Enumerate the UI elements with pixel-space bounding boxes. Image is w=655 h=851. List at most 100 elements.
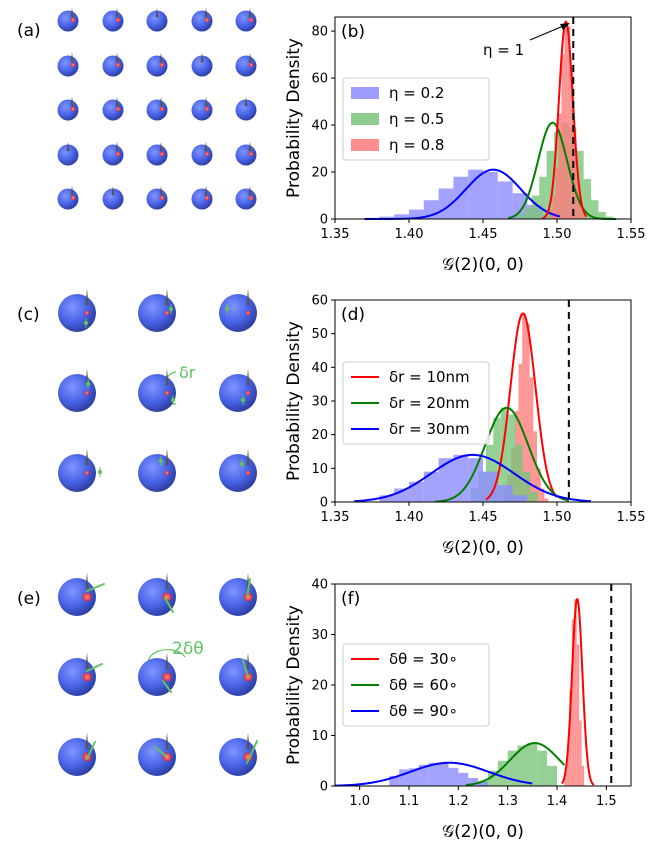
nanosphere-e-1-1 [138,652,176,696]
dipole-arrow-icon [115,96,119,107]
nanosphere-a-3-2 [146,141,168,166]
chart-b-bar-s0-3 [409,209,424,219]
chart-b-bar-s1-10 [591,200,599,219]
dipole-arrow-icon [204,7,208,18]
dipole-arrow-icon [204,96,208,107]
chart-d-xtick-label-1: 1.40 [395,510,424,525]
chart-f-bar-s0-3 [571,619,575,786]
chart-f-bar-s0-2 [569,690,572,786]
nanosphere-a-1-3 [191,52,213,77]
nanosphere-icon [219,374,257,412]
chart-b-curve-1 [507,121,617,220]
chart-b-bar-s1-0 [517,214,525,219]
nanosphere-a-2-3 [191,96,213,121]
dipole-arrow-icon [85,572,89,590]
chart-d-ytick-label-0: 0 [320,496,328,511]
chart-b-bar-s0-1 [379,216,395,219]
nanosphere-icon [219,294,257,332]
chart-b-bar-s1-4 [546,150,555,219]
lattice-c: δr [58,288,257,492]
emitter-dot-icon [70,62,76,68]
nanosphere-icon [57,144,79,166]
nanosphere-e-0-1 [138,572,176,616]
chart-f-bar-s0-6 [579,720,582,786]
chart-d-fit-curves [354,312,592,503]
nanosphere-icon [191,144,213,166]
emitter-dot-icon [204,106,210,112]
nanosphere-icon [138,454,176,492]
emitter-dot-icon [164,310,170,316]
chart-d-curve-2 [354,453,592,503]
nanosphere-icon [235,144,257,166]
emitter-dot-icon [245,390,251,396]
chart-f-bar-s2-0 [389,775,400,786]
chart-b-xtick-label-0: 1.35 [321,227,350,242]
chart-d-bar-s0-9 [537,468,541,502]
chart-b-bar-s2-7 [570,71,574,220]
chart-f-xtick-label-3: 1.3 [497,794,518,809]
nanosphere-icon [219,454,257,492]
chart-b-legend: η = 0.2 η = 0.5 η = 0.8 [342,77,490,161]
chart-d-ylabel: Probability Density [284,321,304,481]
chart-d-bar-s2-7 [483,471,498,502]
displacement-arrow-icon [154,746,167,757]
chart-b-legend-box [342,77,490,161]
dipole-arrow-icon [246,652,250,670]
nanosphere-c-1-2 [219,368,257,412]
emitter-dot-icon [159,151,165,157]
emitter-dot-icon [245,470,251,476]
nanosphere-a-2-0 [57,96,79,121]
nanosphere-a-4-4 [235,185,257,210]
nanosphere-icon [138,294,176,332]
chart-f-legend-label-1: δθ = 60∘ [389,676,458,694]
dipole-arrow-icon [115,52,119,63]
chart-b-ytick-label-1: 20 [311,166,328,181]
chart-f-bar-s2-7 [458,772,469,786]
nanosphere-icon [57,55,79,77]
displacement-arrow-icon [242,659,249,678]
chart-d-curve-0 [485,312,558,501]
displacement-arrow-icon [246,740,258,764]
chart-b-bar-s1-9 [583,179,592,219]
chart-b: 1.35 1.40 1.45 1.50 1.55 0 20 40 60 80 (b) η = 1… [284,16,646,275]
chart-f-xlabel: 𝒢(2)(0, 0) [442,822,524,842]
chart-b-xtick-label-4: 1.55 [617,227,646,242]
chart-b-legend-swatch-0 [351,87,379,99]
chart-d-bar-s0-6 [525,323,530,502]
chart-d-bar-s2-5 [453,454,469,502]
chart-f-xtick-label-4: 1.4 [547,794,568,809]
dipole-arrow-icon [70,96,74,107]
chart-f-bar-s0-0 [564,770,567,786]
dipole-arrow-icon [248,185,252,196]
chart-d-bar-s0-11 [544,498,549,502]
chart-b-bar-s0-2 [394,214,409,219]
nanosphere-e-2-1 [138,732,176,776]
chart-b-bar-s2-4 [561,54,565,219]
nanosphere-icon [146,10,168,32]
chart-f-bar-s2-2 [409,768,419,786]
emitter-dot-icon [70,17,76,23]
nanosphere-a-2-2 [146,96,168,121]
displacement-arrow-icon [86,583,105,592]
nanosphere-a-0-4 [235,7,257,32]
chart-b-bar-s0-7 [468,169,483,219]
nanosphere-icon [191,188,213,210]
chart-f-xtick-label-0: 1.0 [349,794,370,809]
nanosphere-a-0-1 [102,7,124,32]
emitter-dot-icon [159,195,165,201]
nanosphere-c-0-0 [58,288,96,332]
emitter-dot-icon [159,62,165,68]
nanosphere-e-2-0 [58,732,96,776]
chart-f-bar-s1-6 [537,750,548,786]
chart-d-bar-s2-2 [409,481,424,502]
nanosphere-c-0-1 [138,288,176,332]
chart-f-legend-label-0: δθ = 30∘ [389,650,458,668]
nanosphere-a-1-4 [235,52,257,77]
nanosphere-e-1-0 [58,652,103,696]
emitter-dot-icon [115,62,121,68]
chart-b-ytick-label-0: 0 [320,213,328,228]
nanosphere-c-1-0 [58,368,96,412]
nanosphere-icon [58,294,96,332]
chart-f-bar-s1-5 [527,743,538,786]
emitter-dot-icon [84,470,90,476]
